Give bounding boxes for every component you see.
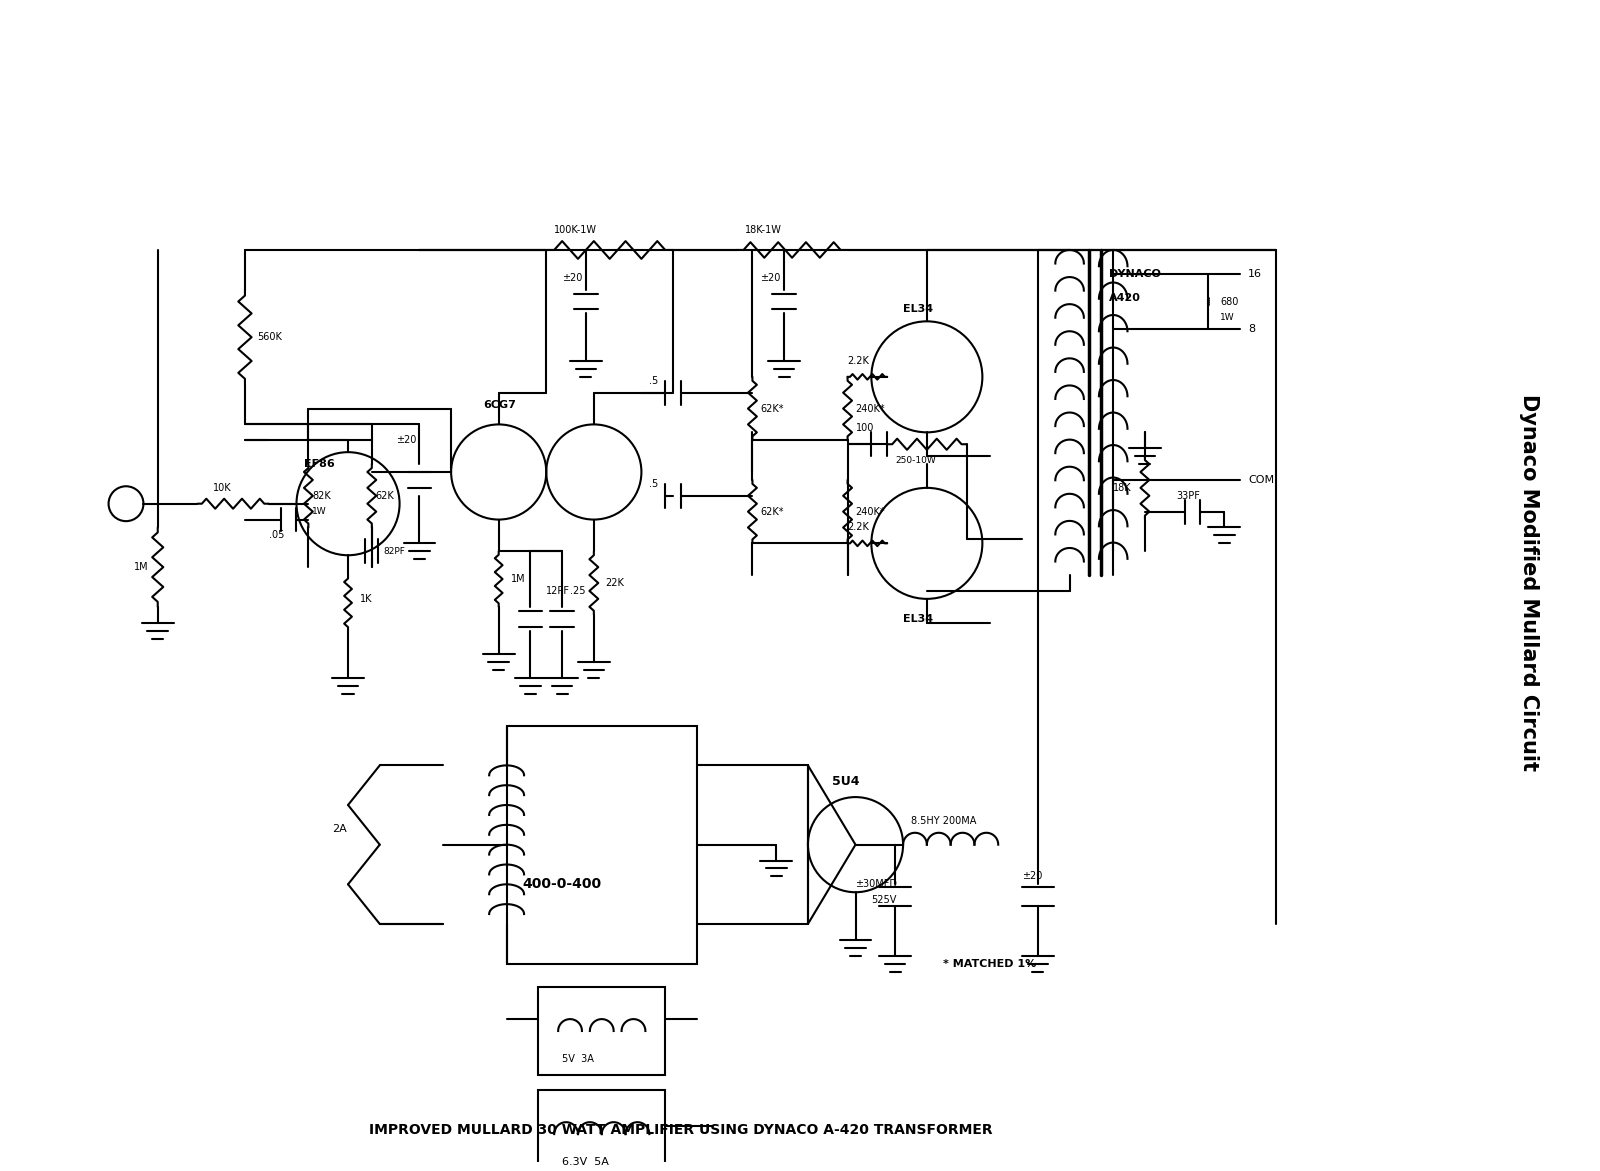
Text: 1M: 1M — [134, 562, 149, 573]
Text: 33PF: 33PF — [1176, 491, 1200, 501]
Text: 240K*: 240K* — [856, 404, 885, 413]
Text: .05: .05 — [269, 530, 285, 541]
Text: 1W: 1W — [1221, 313, 1235, 322]
Text: 62K: 62K — [376, 491, 395, 501]
Text: 2.2K: 2.2K — [848, 356, 869, 367]
Text: 680: 680 — [1221, 296, 1238, 307]
Text: .25: .25 — [570, 586, 586, 596]
Text: 525V: 525V — [872, 895, 896, 905]
Text: Dynaco Modified Mullard Circuit: Dynaco Modified Mullard Circuit — [1520, 395, 1539, 772]
Text: 12PF: 12PF — [546, 586, 570, 596]
Text: COM: COM — [1248, 475, 1274, 485]
Text: 1K: 1K — [360, 594, 373, 604]
Text: 16: 16 — [1248, 269, 1262, 279]
Text: 22K: 22K — [606, 578, 624, 588]
Text: .5: .5 — [650, 479, 659, 488]
Text: 240K*: 240K* — [856, 507, 885, 516]
Text: 8: 8 — [1248, 324, 1254, 334]
Text: 5U4: 5U4 — [832, 775, 859, 788]
Text: ±20: ±20 — [395, 436, 416, 445]
Text: ±30MFD: ±30MFD — [856, 879, 898, 889]
Text: 1W: 1W — [312, 507, 326, 516]
Text: 100: 100 — [856, 424, 874, 433]
Text: IMPROVED MULLARD 30 WATT AMPLIFIER USING DYNACO A-420 TRANSFORMER: IMPROVED MULLARD 30 WATT AMPLIFIER USING… — [370, 1123, 994, 1137]
Bar — [538, 987, 666, 1075]
Text: ±20: ±20 — [562, 273, 582, 282]
Text: 6.3V  5A: 6.3V 5A — [562, 1157, 610, 1166]
Text: 6CG7: 6CG7 — [483, 399, 515, 410]
Text: 10K: 10K — [213, 482, 232, 493]
Text: 82PF: 82PF — [384, 547, 405, 556]
Text: 100K-1W: 100K-1W — [554, 225, 597, 235]
Text: ±20: ±20 — [1022, 871, 1042, 882]
Text: 2.2K: 2.2K — [848, 522, 869, 533]
Text: 250-10W: 250-10W — [894, 456, 936, 465]
Text: 8.5HY 200MA: 8.5HY 200MA — [910, 816, 976, 826]
Text: 82K: 82K — [312, 491, 331, 501]
Bar — [538, 1090, 666, 1171]
Text: 62K*: 62K* — [760, 507, 784, 516]
Text: DYNACO: DYNACO — [1109, 269, 1162, 279]
Text: ±20: ±20 — [760, 273, 781, 282]
Text: EL34: EL34 — [902, 614, 933, 624]
Text: EF86: EF86 — [304, 459, 334, 470]
Text: .5: .5 — [650, 376, 659, 385]
Text: * MATCHED 1%: * MATCHED 1% — [942, 959, 1035, 968]
Text: 62K*: 62K* — [760, 404, 784, 413]
Text: 1M: 1M — [510, 574, 525, 584]
Text: 400-0-400: 400-0-400 — [523, 877, 602, 891]
Text: 18K-1W: 18K-1W — [744, 225, 781, 235]
Bar — [507, 726, 698, 964]
Text: 18K: 18K — [1114, 482, 1131, 493]
Text: A420: A420 — [1109, 293, 1141, 302]
Text: 5V  3A: 5V 3A — [562, 1054, 594, 1063]
Text: 2A: 2A — [333, 824, 347, 834]
Text: 560K: 560K — [258, 333, 282, 342]
Text: EL34: EL34 — [902, 304, 933, 315]
